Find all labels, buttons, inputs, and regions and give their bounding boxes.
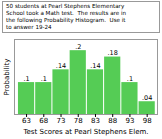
- svg-text:.18: .18: [108, 49, 118, 57]
- svg-text:.1: .1: [23, 75, 29, 83]
- svg-text:.1: .1: [127, 75, 133, 83]
- svg-text:.2: .2: [75, 43, 81, 51]
- svg-text:Test Scores at Pearl Stephens: Test Scores at Pearl Stephens Elem.: [22, 128, 148, 136]
- svg-text:73: 73: [57, 117, 66, 125]
- svg-text:98: 98: [143, 117, 152, 125]
- svg-text:68: 68: [39, 117, 48, 125]
- svg-text:.14: .14: [90, 62, 100, 70]
- svg-text:.04: .04: [142, 94, 152, 102]
- svg-text:.14: .14: [56, 62, 66, 70]
- svg-text:Probability: Probability: [3, 58, 11, 95]
- svg-text:93: 93: [125, 117, 134, 125]
- svg-text:63: 63: [22, 117, 31, 125]
- svg-text:78: 78: [74, 117, 83, 125]
- svg-text:.1: .1: [41, 75, 47, 83]
- svg-text:88: 88: [108, 117, 117, 125]
- html-text:50 students at Pearl Stephens: 50 students at Pearl Stephens Elementary…: [6, 3, 127, 30]
- svg-text:83: 83: [91, 117, 100, 125]
